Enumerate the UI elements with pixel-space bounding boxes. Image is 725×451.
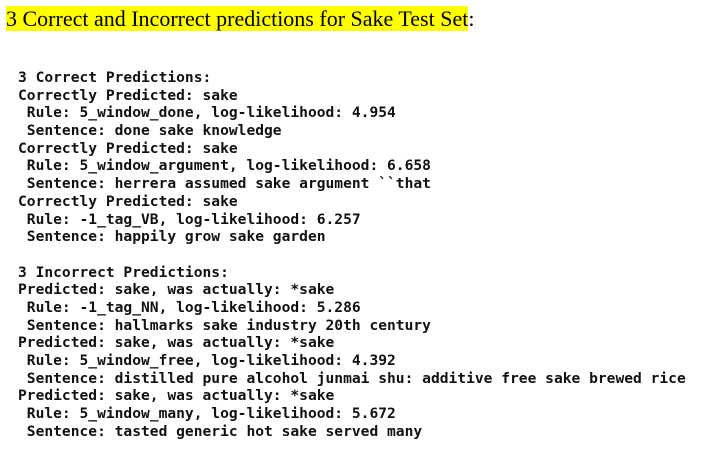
- output-line: Predicted: sake, was actually: *sake: [18, 387, 335, 405]
- output-line: Rule: -1_tag_NN, log-likelihood: 5.286: [18, 298, 361, 316]
- output-line: Rule: 5_window_argument, log-likelihood:…: [18, 157, 431, 175]
- output-block: 3 Correct Predictions: Correctly Predicte…: [18, 69, 686, 440]
- title-text: 3 Correct and Incorrect predictions for …: [6, 6, 469, 31]
- title-end: :: [468, 6, 475, 31]
- output-line: Sentence: herrera assumed sake argument …: [18, 175, 431, 193]
- output-line: Correctly Predicted: sake: [18, 86, 238, 104]
- output-line: Predicted: sake, was actually: *sake: [18, 334, 335, 352]
- title: 3 Correct and Incorrect predictions for …: [6, 6, 474, 32]
- output-line: Sentence: hallmarks sake industry 20th c…: [18, 316, 431, 334]
- output-line: Rule: 5_window_free, log-likelihood: 4.3…: [18, 352, 396, 369]
- spacer: [18, 246, 686, 264]
- output-line: Sentence: done sake knowledge: [18, 122, 282, 140]
- output-line: Correctly Predicted: sake: [18, 139, 238, 157]
- output-line: Sentence: distilled pure alcohol junmai …: [18, 369, 686, 387]
- output-line: Rule: 5_window_many, log-likelihood: 5.6…: [18, 405, 396, 423]
- section-heading: 3 Correct Predictions:: [18, 69, 212, 86]
- output-line: Predicted: sake, was actually: *sake: [18, 281, 335, 299]
- output-line: Rule: 5_window_done, log-likelihood: 4.9…: [18, 104, 396, 122]
- output-line: Sentence: happily grow sake garden: [18, 228, 326, 246]
- section-heading: 3 Incorrect Predictions:: [18, 263, 229, 281]
- output-line: Correctly Predicted: sake: [18, 192, 238, 210]
- output-line: Rule: -1_tag_VB, log-likelihood: 6.257: [18, 210, 361, 228]
- output-line: Sentence: tasted generic hot sake served…: [18, 422, 423, 440]
